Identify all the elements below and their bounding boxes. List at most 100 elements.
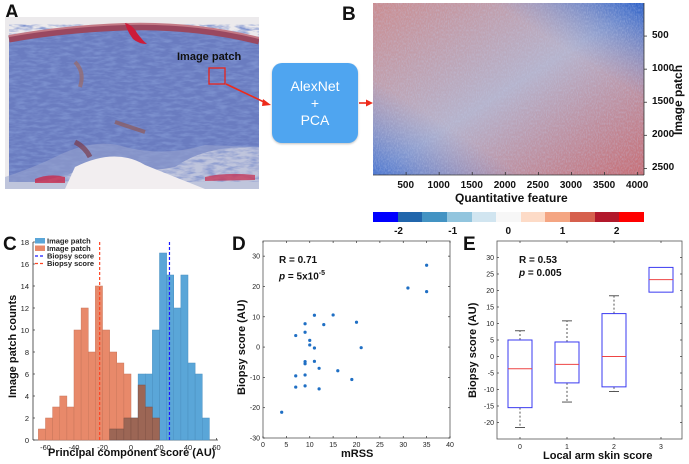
scatter-y-tick-label: 30	[252, 254, 260, 261]
histogram-x-tick-label: -20	[97, 443, 108, 452]
heatmap-x-tick-label: 2000	[493, 180, 516, 191]
colorbar-tick-label: 1	[559, 226, 566, 237]
colorbar-segment	[422, 212, 447, 222]
histogram-y-axis-title: Image patch counts	[7, 294, 19, 398]
scatter-y-tick-label: -30	[250, 436, 260, 443]
panel-e-label: E	[463, 234, 476, 255]
colorbar-tick-label: 0	[505, 226, 512, 237]
scatter-x-tick-label: 0	[261, 442, 265, 449]
histogram-x-tick-label: -60	[40, 443, 51, 452]
scatter-point	[406, 286, 410, 290]
box-group	[648, 266, 674, 293]
scatter-x-tick-label: 5	[284, 442, 288, 449]
scatter-x-tick-label: 15	[329, 442, 337, 449]
heatmap-x-tick-label: 4000	[626, 180, 649, 191]
colorbar-segment	[594, 212, 620, 222]
histogram-y-tick-label: 6	[25, 370, 29, 379]
boxplot-x-axis-title: Local arm skin score	[543, 450, 653, 462]
scatter-y-tick-label: 10	[252, 314, 260, 321]
scatter-point	[294, 385, 298, 389]
scatter-point	[359, 346, 363, 350]
scatter-y-tick-label: -20	[250, 405, 260, 412]
scatter-point	[336, 369, 340, 373]
histogram-bar-blue	[173, 307, 182, 441]
p-symbol: p	[279, 271, 286, 283]
scatter-x-axis-title: mRSS	[341, 448, 374, 460]
scatter-chart: 0 5 10 15 20 25 30 35 40 -30 -20 -10 0 10 20 30	[250, 240, 454, 449]
image-patch-label: Image patch	[177, 51, 242, 63]
scatter-point	[425, 290, 429, 294]
scatter-x-tick-label: 25	[376, 442, 384, 449]
scatter-x-tick-label: 20	[353, 442, 361, 449]
colorbar-segment	[397, 212, 423, 222]
legend-swatch	[35, 238, 45, 244]
heatmap-y-tick-label: 1500	[652, 96, 675, 108]
scatter-point	[322, 323, 326, 327]
scatter-point	[280, 410, 284, 414]
box	[554, 341, 580, 384]
scatter-point	[312, 313, 317, 317]
box	[507, 339, 533, 409]
histogram-bar-overlap	[152, 417, 160, 441]
colorbar-tick-label: -1	[448, 226, 458, 237]
histogram-bar-orange	[73, 329, 82, 441]
scatter-x-tick-label: 35	[423, 442, 431, 449]
colorbar-tick-label: -2	[394, 226, 403, 237]
alexnet-pca-box: AlexNet + PCA	[272, 63, 358, 143]
scatter-y-axis-title: Biopsy score (AU)	[236, 299, 248, 395]
boxplot-y-axis-title: Biopsy score (AU)	[467, 302, 479, 398]
histogram-y-tick-label: 2	[25, 414, 29, 423]
scatter-point	[303, 330, 307, 334]
histogram-bar-orange	[80, 307, 89, 441]
boxplot-chart: -20 -15 -10 -5 0 5 10 15 20 25 30 0 1 2 3	[484, 240, 683, 451]
histogram-y-tick-label: 8	[25, 348, 29, 357]
heatmap-x-axis-title: Quantitative feature	[455, 191, 568, 205]
histogram-bar-blue	[166, 274, 174, 441]
p-text: = 5x10	[285, 271, 319, 283]
histogram-x-tick-label: 0	[129, 443, 133, 452]
histogram-y-tick-label: 10	[21, 326, 29, 335]
scatter-point	[303, 362, 307, 366]
histogram-y-tick-label: 0	[25, 436, 29, 445]
scatter-point	[308, 338, 312, 343]
histogram-x-tick-label: 60	[212, 443, 220, 452]
scatter-y-tick-label: -10	[250, 375, 260, 382]
scatter-point	[354, 320, 359, 324]
histogram-bar-blue	[159, 252, 167, 441]
histogram-y-tick-label: 14	[21, 282, 29, 291]
legend-label: Biopsy score	[47, 259, 94, 268]
histogram-x-tick-label: -40	[69, 443, 80, 452]
panel-d-label: D	[232, 234, 246, 255]
histogram-bar-orange	[59, 395, 68, 441]
colorbar-segment	[373, 212, 398, 222]
boxplot-y-tick-label: -15	[484, 404, 494, 411]
scatter-point	[294, 333, 298, 338]
histogram-bar-orange	[109, 351, 117, 430]
scatter-point	[425, 263, 429, 267]
heatmap-y-tick-label: 500	[652, 30, 669, 42]
colorbar-tick-label: 2	[613, 226, 620, 237]
histogram-y-tick-label: 16	[21, 260, 29, 269]
histogram-bar-orange	[52, 406, 60, 441]
alexnet-label: AlexNet	[290, 77, 340, 94]
heatmap-x-tick-label: 1500	[460, 180, 483, 191]
boxplot-y-tick-label: 25	[486, 272, 494, 279]
histogram-bar-overlap	[109, 428, 117, 441]
scatter-x-tick-label: 10	[306, 442, 314, 449]
boxplot-x-tick-label: 0	[518, 444, 522, 451]
boxplot-x-tick-label: 1	[565, 444, 569, 451]
patch-marker	[208, 67, 226, 85]
histogram-bar-overlap	[137, 384, 146, 441]
scatter-point	[303, 322, 307, 326]
heatmap-x-tick-label: 3000	[559, 180, 583, 191]
heatmap-y-tick-label: 2500	[652, 162, 675, 174]
colorbar-segment	[471, 212, 497, 222]
histogram-bar-orange	[88, 351, 96, 441]
heatmap-x-tick-label: 2500	[526, 180, 550, 191]
arrowhead-icon	[262, 99, 271, 106]
histogram-x-tick-label: 40	[184, 443, 192, 452]
heatmap-y-tick-label: 1000	[652, 63, 675, 75]
scatter-y-tick-label: 0	[256, 345, 260, 352]
histogram-bar-blue	[180, 274, 189, 441]
heatmap-canvas	[373, 3, 644, 175]
